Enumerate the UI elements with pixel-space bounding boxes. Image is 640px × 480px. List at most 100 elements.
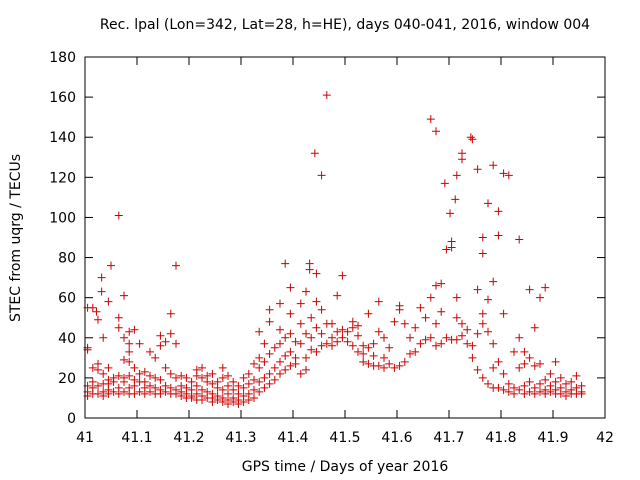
data-point bbox=[466, 133, 475, 142]
data-point bbox=[395, 361, 404, 370]
data-point bbox=[296, 319, 305, 328]
data-point bbox=[530, 361, 539, 370]
data-point bbox=[94, 389, 102, 398]
data-point bbox=[161, 387, 170, 396]
x-axis-label: GPS time / Days of year 2016 bbox=[242, 459, 449, 475]
data-point bbox=[218, 373, 227, 382]
data-point bbox=[270, 343, 279, 352]
data-point bbox=[385, 343, 394, 352]
data-point bbox=[302, 329, 310, 338]
data-point bbox=[182, 373, 191, 382]
x-tick-label: 41.2 bbox=[173, 430, 204, 446]
data-point bbox=[411, 323, 420, 332]
data-point bbox=[515, 363, 524, 372]
data-point bbox=[187, 393, 196, 402]
data-point bbox=[473, 365, 482, 374]
data-point bbox=[286, 283, 295, 292]
data-point bbox=[125, 357, 134, 366]
y-axis-label: STEC from uqrg / TECUs bbox=[8, 154, 24, 322]
data-point bbox=[437, 307, 446, 316]
y-tick-label: 80 bbox=[58, 251, 76, 267]
data-point bbox=[510, 389, 518, 398]
data-point bbox=[120, 377, 128, 386]
data-point bbox=[478, 373, 487, 382]
data-point bbox=[333, 291, 342, 300]
data-point bbox=[97, 287, 106, 296]
x-tick-label: 41 bbox=[76, 430, 94, 446]
data-point bbox=[218, 385, 227, 394]
data-point bbox=[250, 393, 258, 402]
data-point bbox=[426, 333, 435, 342]
data-point bbox=[369, 339, 378, 348]
data-point bbox=[322, 339, 331, 348]
data-point bbox=[192, 371, 201, 380]
data-point bbox=[286, 309, 295, 318]
data-point bbox=[172, 339, 180, 348]
data-point bbox=[208, 379, 217, 388]
data-point bbox=[104, 389, 113, 398]
data-point bbox=[369, 351, 378, 360]
data-point bbox=[255, 387, 264, 396]
data-point bbox=[265, 317, 274, 326]
x-tick-label: 41.9 bbox=[537, 430, 568, 446]
data-point bbox=[416, 303, 425, 312]
data-point bbox=[213, 383, 222, 392]
data-point bbox=[276, 369, 284, 378]
data-point bbox=[411, 347, 420, 356]
data-point bbox=[333, 327, 342, 336]
data-point bbox=[198, 395, 206, 404]
data-point bbox=[317, 171, 326, 180]
data-point bbox=[499, 309, 508, 318]
data-point bbox=[305, 265, 314, 274]
data-points bbox=[83, 91, 586, 408]
data-point bbox=[525, 387, 534, 396]
data-point bbox=[94, 365, 102, 374]
x-tick-label: 41.1 bbox=[121, 430, 152, 446]
data-point bbox=[151, 353, 160, 362]
data-point bbox=[146, 371, 154, 380]
data-point bbox=[317, 341, 326, 350]
data-point bbox=[525, 377, 534, 386]
data-point bbox=[312, 347, 321, 356]
data-point bbox=[281, 351, 290, 360]
data-point bbox=[328, 341, 336, 350]
data-point bbox=[177, 371, 186, 380]
data-point bbox=[307, 313, 316, 322]
data-point bbox=[380, 363, 388, 372]
data-point bbox=[489, 339, 498, 348]
data-point bbox=[130, 325, 139, 334]
data-point bbox=[426, 293, 435, 302]
data-point bbox=[317, 305, 326, 314]
data-point bbox=[343, 337, 352, 346]
data-point bbox=[484, 379, 492, 388]
data-point bbox=[458, 155, 466, 164]
data-point bbox=[187, 377, 196, 386]
data-point bbox=[478, 233, 487, 242]
data-point bbox=[556, 373, 565, 382]
y-tick-label: 40 bbox=[58, 331, 76, 347]
data-point bbox=[281, 365, 290, 374]
data-point bbox=[255, 363, 264, 372]
data-point bbox=[135, 387, 144, 396]
data-point bbox=[208, 369, 217, 378]
data-point bbox=[317, 329, 326, 338]
chart-title: Rec. lpal (Lon=342, Lat=28, h=HE), days … bbox=[100, 17, 590, 33]
data-point bbox=[525, 285, 534, 294]
data-point bbox=[328, 333, 336, 342]
data-point bbox=[374, 297, 383, 306]
data-point bbox=[192, 381, 201, 390]
data-point bbox=[255, 377, 264, 386]
data-point bbox=[390, 363, 399, 372]
data-point bbox=[265, 379, 274, 388]
data-point bbox=[421, 313, 430, 322]
data-point bbox=[494, 231, 503, 240]
data-point bbox=[130, 381, 139, 390]
data-point bbox=[322, 91, 331, 100]
data-point bbox=[432, 341, 440, 350]
x-tick-label: 41.4 bbox=[277, 430, 308, 446]
data-point bbox=[499, 385, 508, 394]
data-point bbox=[250, 375, 258, 384]
data-point bbox=[478, 309, 487, 318]
data-point bbox=[442, 333, 451, 342]
